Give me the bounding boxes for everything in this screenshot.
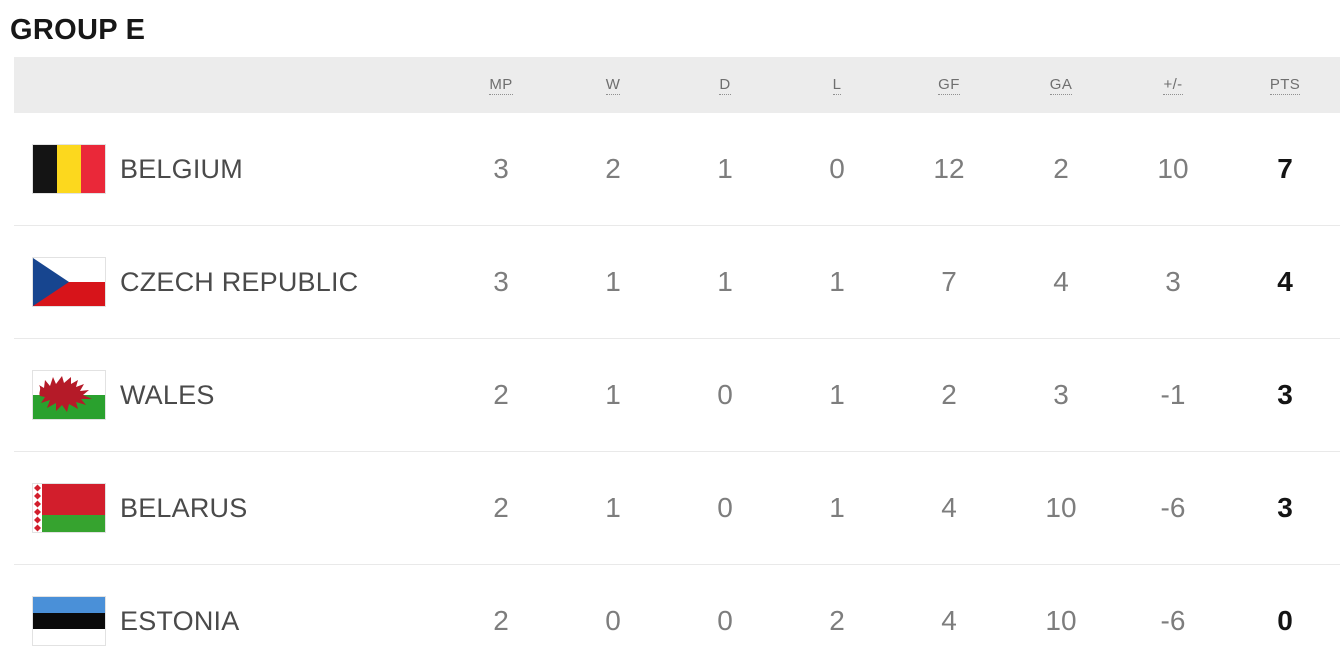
stat-ga: 10 [1045,492,1077,523]
stat-gd: -6 [1160,492,1186,523]
stat-gf: 12 [933,153,965,184]
stat-d: 0 [717,492,733,523]
stat-gf: 2 [941,379,957,410]
wales-flag-icon [32,370,106,420]
table-row: BELARUS 2 1 0 1 4 10 -6 3 [14,452,1340,565]
stat-mp: 3 [493,153,509,184]
table-row: CZECH REPUBLIC 3 1 1 1 7 4 3 4 [14,226,1340,339]
table-header-row: MP W D L GF GA +/- PTS [14,57,1340,113]
team-name: CZECH REPUBLIC [120,266,359,297]
stat-ga: 4 [1053,266,1069,297]
team-cell-czech-republic: CZECH REPUBLIC [14,257,445,307]
team-name: BELGIUM [120,153,243,184]
belgium-flag-icon [32,144,106,194]
stat-ga: 3 [1053,379,1069,410]
stat-d: 0 [717,379,733,410]
stat-gf: 7 [941,266,957,297]
team-cell-belgium: BELGIUM [14,144,445,194]
stat-gd: -6 [1160,605,1186,636]
stat-d: 1 [717,266,733,297]
column-header-mp-label[interactable]: MP [489,75,513,95]
stat-w: 0 [605,605,621,636]
stat-w: 1 [605,492,621,523]
group-title: GROUP E [10,14,146,46]
stat-d: 1 [717,153,733,184]
column-header-mp: MP [445,76,557,95]
column-header-ga: GA [1005,76,1117,95]
estonia-flag-icon [32,596,106,646]
stat-ga: 10 [1045,605,1077,636]
stat-pts: 7 [1277,153,1293,184]
stat-ga: 2 [1053,153,1069,184]
stat-l: 0 [829,153,845,184]
stat-pts: 3 [1277,379,1293,410]
table-row: WALES 2 1 0 1 2 3 -1 3 [14,339,1340,452]
column-header-gf-label[interactable]: GF [938,75,960,95]
stat-gf: 4 [941,492,957,523]
stat-l: 1 [829,266,845,297]
standings-table: MP W D L GF GA +/- PTS BELGIUM 3 2 1 0 1… [14,57,1340,666]
column-header-gf: GF [893,76,1005,95]
stat-pts: 4 [1277,266,1293,297]
table-row: ESTONIA 2 0 0 2 4 10 -6 0 [14,565,1340,666]
column-header-d-label[interactable]: D [719,75,731,95]
stat-w: 1 [605,379,621,410]
stat-pts: 0 [1277,605,1293,636]
column-header-pts-label[interactable]: PTS [1269,75,1301,95]
stat-l: 1 [829,379,845,410]
column-header-w: W [557,76,669,95]
column-header-w-label[interactable]: W [605,75,621,95]
stat-mp: 3 [493,266,509,297]
team-cell-belarus: BELARUS [14,483,445,533]
stat-w: 2 [605,153,621,184]
stat-w: 1 [605,266,621,297]
team-name: BELARUS [120,492,248,523]
stat-mp: 2 [493,605,509,636]
belarus-flag-icon [32,483,106,533]
stat-l: 1 [829,492,845,523]
czech-republic-flag-icon [32,257,106,307]
column-header-ga-label[interactable]: GA [1049,75,1073,95]
team-name: WALES [120,379,215,410]
stat-mp: 2 [493,492,509,523]
stat-pts: 3 [1277,492,1293,523]
stat-gd: 10 [1157,153,1189,184]
column-header-l: L [781,76,893,95]
column-header-d: D [669,76,781,95]
column-header-gd: +/- [1117,76,1229,95]
team-cell-wales: WALES [14,370,445,420]
stat-l: 2 [829,605,845,636]
column-header-pts: PTS [1229,76,1340,95]
stat-d: 0 [717,605,733,636]
stat-gd: 3 [1165,266,1181,297]
team-name: ESTONIA [120,605,240,636]
column-header-l-label[interactable]: L [832,75,842,95]
table-row: BELGIUM 3 2 1 0 12 2 10 7 [14,113,1340,226]
stat-gf: 4 [941,605,957,636]
stat-gd: -1 [1160,379,1186,410]
team-cell-estonia: ESTONIA [14,596,445,646]
column-header-gd-label[interactable]: +/- [1163,75,1183,95]
stat-mp: 2 [493,379,509,410]
